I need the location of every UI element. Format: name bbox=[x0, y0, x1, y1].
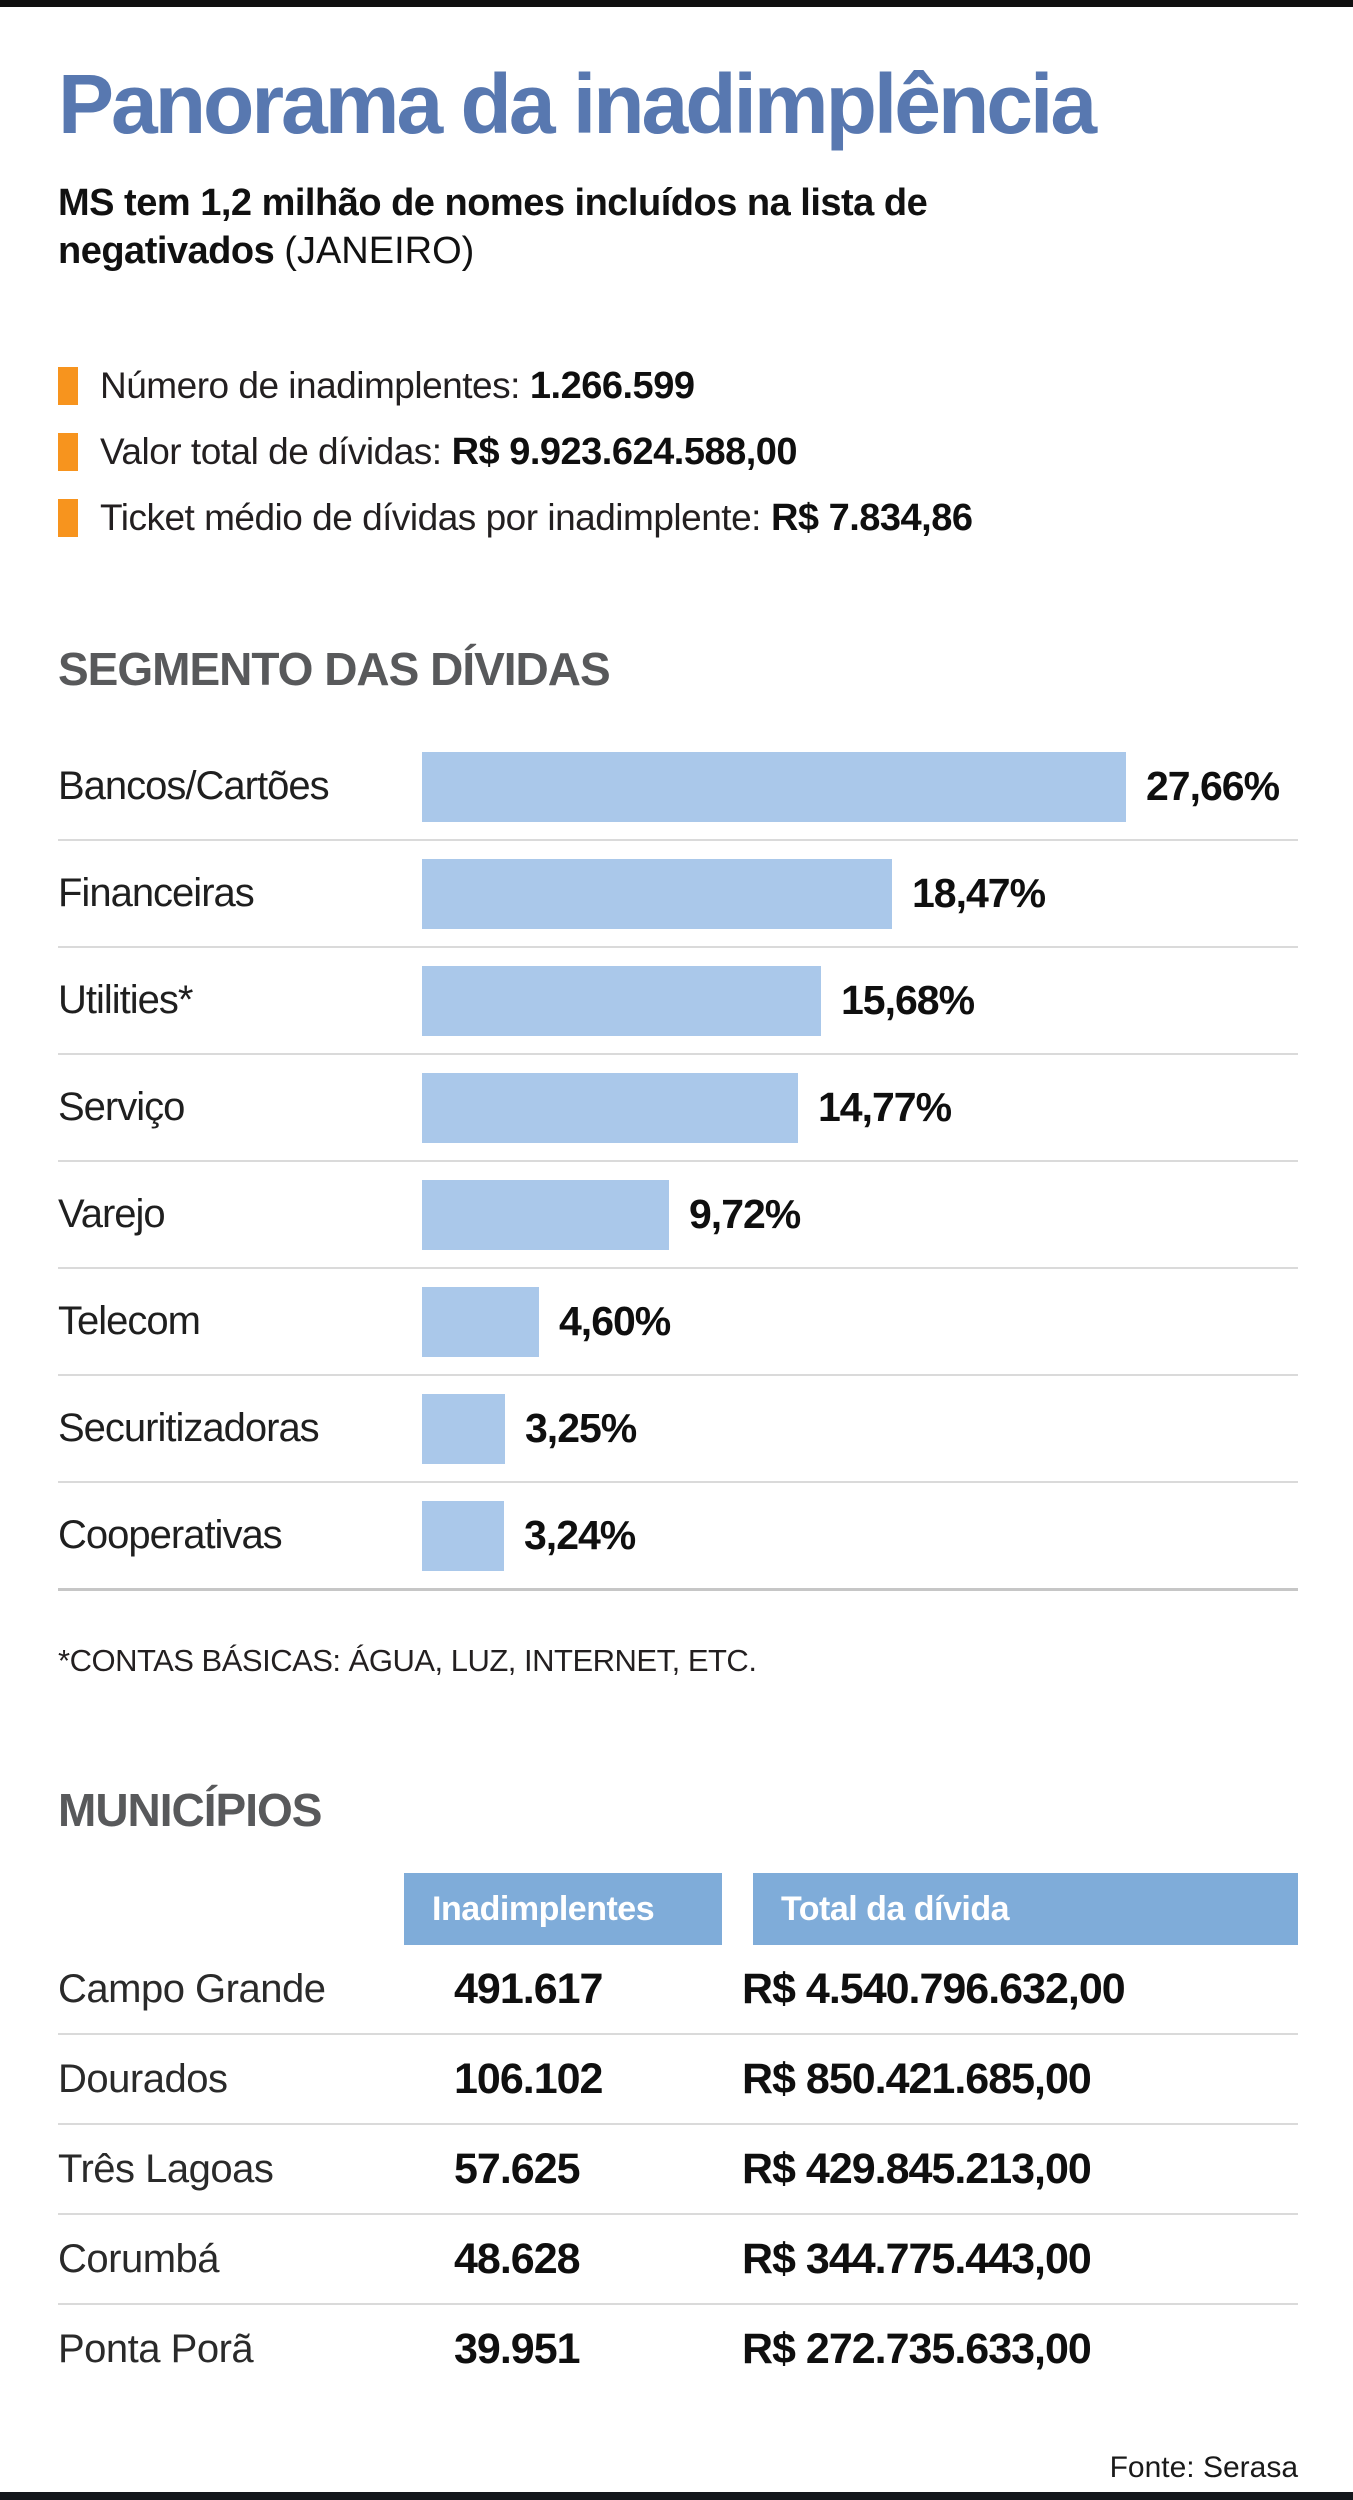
page-subtitle: MS tem 1,2 milhão de nomes incluídos na … bbox=[58, 179, 1298, 276]
municipio-inadimplentes: 48.628 bbox=[454, 2234, 581, 2283]
segment-row: Varejo 9,72% bbox=[58, 1162, 1298, 1270]
segment-label: Cooperativas bbox=[58, 1513, 283, 1558]
top-rule-bar bbox=[0, 0, 1353, 7]
source-credit: Fonte: Serasa bbox=[1109, 2451, 1298, 2485]
table-row: Três Lagoas 57.625 R$ 429.845.213,00 bbox=[58, 2125, 1298, 2216]
segment-value: 3,24% bbox=[524, 1512, 636, 1559]
column-header-total-divida: Total da dívida bbox=[753, 1873, 1298, 1946]
segment-value: 3,25% bbox=[525, 1405, 637, 1452]
municipio-total: R$ 429.845.213,00 bbox=[742, 2144, 1092, 2193]
subtitle-line2-bold: negativados bbox=[58, 230, 275, 273]
segment-value: 18,47% bbox=[912, 870, 1046, 917]
segment-bar bbox=[422, 1500, 504, 1571]
page-title: Panorama da inadimplência bbox=[58, 57, 1097, 151]
highlight-value: R$ 7.834,86 bbox=[770, 496, 973, 539]
table-row: Dourados 106.102 R$ 850.421.685,00 bbox=[58, 2035, 1298, 2126]
subtitle-period: (JANEIRO) bbox=[284, 230, 475, 273]
municipio-name: Campo Grande bbox=[58, 1966, 326, 2011]
municipio-total: R$ 344.775.443,00 bbox=[742, 2234, 1092, 2283]
highlight-item: Valor total de dívidas: R$ 9.923.624.588… bbox=[58, 430, 1298, 474]
table-header-spacer bbox=[58, 1873, 404, 1945]
highlight-value: 1.266.599 bbox=[529, 364, 695, 407]
segment-label: Telecom bbox=[58, 1299, 201, 1344]
segment-row: Telecom 4,60% bbox=[58, 1269, 1298, 1377]
table-row: Corumbá 48.628 R$ 344.775.443,00 bbox=[58, 2215, 1298, 2306]
segment-bar bbox=[422, 1072, 798, 1143]
segment-bar bbox=[422, 1286, 539, 1357]
municipios-table: Campo Grande 491.617 R$ 4.540.796.632,00… bbox=[58, 1945, 1298, 2393]
segment-value: 14,77% bbox=[818, 1084, 952, 1131]
highlight-item: Ticket médio de dívidas por inadimplente… bbox=[58, 496, 1298, 540]
municipios-section-heading: MUNICÍPIOS bbox=[58, 1784, 322, 1837]
segment-label: Bancos/Cartões bbox=[58, 764, 330, 809]
segment-row: Utilities* 15,68% bbox=[58, 948, 1298, 1056]
subtitle-line1: MS tem 1,2 milhão de nomes incluídos na … bbox=[58, 181, 928, 224]
municipio-name: Três Lagoas bbox=[58, 2146, 274, 2191]
bullet-marker-icon bbox=[58, 367, 78, 406]
segment-row: Serviço 14,77% bbox=[58, 1055, 1298, 1163]
highlight-value: R$ 9.923.624.588,00 bbox=[451, 430, 798, 473]
segment-value: 4,60% bbox=[559, 1298, 671, 1345]
highlight-label: Ticket médio de dívidas por inadimplente… bbox=[100, 497, 761, 539]
content-area: Panorama da inadimplência MS tem 1,2 mil… bbox=[58, 7, 1298, 2485]
highlights-list: Número de inadimplentes: 1.266.599 Valor… bbox=[58, 364, 1298, 540]
segment-row: Securitizadoras 3,25% bbox=[58, 1376, 1298, 1484]
segment-value: 27,66% bbox=[1146, 763, 1280, 810]
municipio-name: Ponta Porã bbox=[58, 2326, 254, 2371]
segment-row: Bancos/Cartões 27,66% bbox=[58, 734, 1298, 842]
bullet-marker-icon bbox=[58, 499, 78, 538]
bottom-rule-bar bbox=[0, 2492, 1353, 2500]
segment-bar bbox=[422, 965, 821, 1036]
municipio-inadimplentes: 57.625 bbox=[454, 2144, 581, 2193]
segment-bar bbox=[422, 858, 892, 929]
municipio-inadimplentes: 39.951 bbox=[454, 2324, 581, 2373]
segment-label: Securitizadoras bbox=[58, 1406, 320, 1451]
segment-row: Cooperativas 3,24% bbox=[58, 1483, 1298, 1592]
chart-footnote: *CONTAS BÁSICAS: ÁGUA, LUZ, INTERNET, ET… bbox=[58, 1643, 757, 1679]
segment-row: Financeiras 18,47% bbox=[58, 841, 1298, 949]
segment-value: 15,68% bbox=[841, 977, 975, 1024]
table-header-row: Inadimplentes Total da dívida bbox=[58, 1873, 1298, 1946]
municipio-name: Corumbá bbox=[58, 2236, 220, 2281]
highlight-label: Valor total de dívidas: bbox=[100, 431, 442, 473]
segments-bar-chart: Bancos/Cartões 27,66% Financeiras 18,47%… bbox=[58, 734, 1298, 1592]
segment-bar bbox=[422, 751, 1126, 822]
bullet-marker-icon bbox=[58, 433, 78, 472]
highlight-item: Número de inadimplentes: 1.266.599 bbox=[58, 364, 1298, 408]
table-row: Campo Grande 491.617 R$ 4.540.796.632,00 bbox=[58, 1945, 1298, 2036]
segment-bar bbox=[422, 1179, 669, 1250]
municipio-total: R$ 850.421.685,00 bbox=[742, 2054, 1092, 2103]
segment-value: 9,72% bbox=[689, 1191, 801, 1238]
segment-label: Varejo bbox=[58, 1192, 166, 1237]
municipio-total: R$ 4.540.796.632,00 bbox=[742, 1964, 1126, 2013]
table-row: Ponta Porã 39.951 R$ 272.735.633,00 bbox=[58, 2305, 1298, 2393]
municipio-inadimplentes: 106.102 bbox=[454, 2054, 603, 2103]
column-header-inadimplentes: Inadimplentes bbox=[404, 1873, 722, 1946]
segments-section-heading: SEGMENTO DAS DÍVIDAS bbox=[58, 643, 611, 696]
municipio-inadimplentes: 491.617 bbox=[454, 1964, 603, 2013]
municipio-total: R$ 272.735.633,00 bbox=[742, 2324, 1092, 2373]
segment-label: Serviço bbox=[58, 1085, 185, 1130]
municipio-name: Dourados bbox=[58, 2056, 228, 2101]
segment-label: Utilities* bbox=[58, 978, 193, 1023]
highlight-label: Número de inadimplentes: bbox=[100, 365, 520, 407]
segment-label: Financeiras bbox=[58, 871, 255, 916]
segment-bar bbox=[422, 1393, 505, 1464]
